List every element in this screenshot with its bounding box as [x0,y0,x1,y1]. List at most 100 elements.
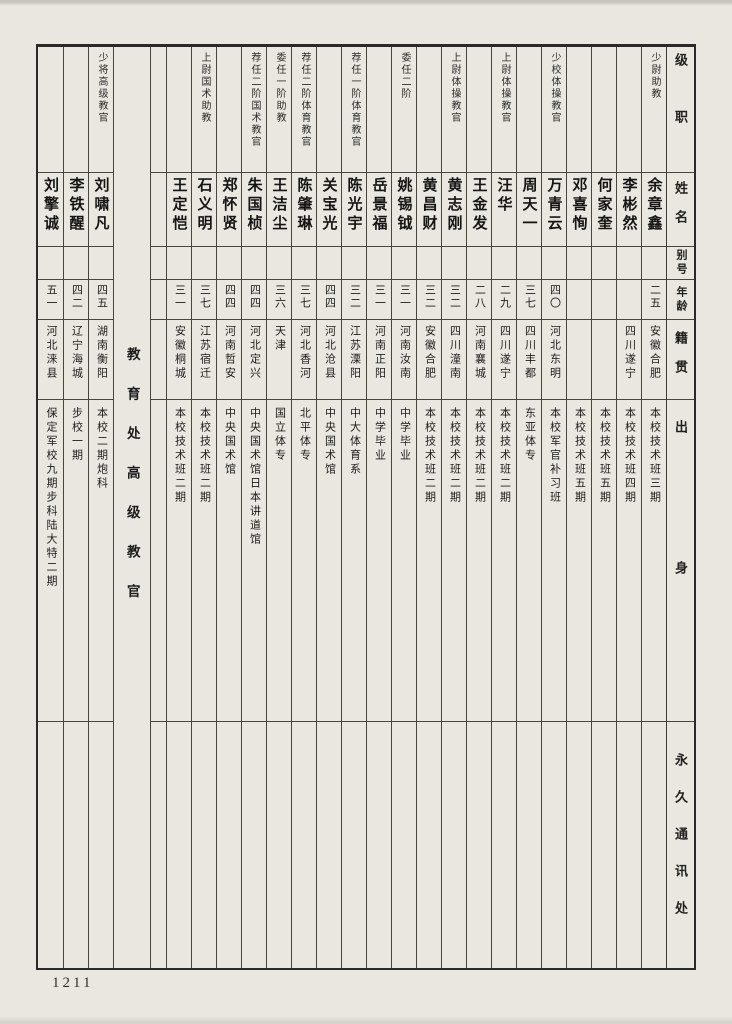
name-cell: 何家奎 [592,173,616,247]
name-text: 关宝光 [320,177,338,234]
rank-cell [617,47,641,173]
name-text: 黄志刚 [445,177,463,234]
age-cell: 四四 [217,280,241,320]
alias-cell [392,247,416,280]
native-text: 河北沧县 [323,325,336,381]
person-column: 荐任一阶体育教官 陈光宇 三二 江苏溧阳 中大体育系 [341,47,366,968]
native-cell: 河北东明 [542,320,566,400]
alias-cell [317,247,341,280]
age-text: 二五 [648,284,661,310]
address-cell [192,722,216,968]
origin-text: 东亚体专 [523,407,536,463]
name-text: 王洁尘 [270,177,288,234]
age-cell: 三七 [192,280,216,320]
name-cell: 岳景福 [367,173,391,247]
age-text: 四〇 [548,284,561,310]
name-cell: 姚锡钺 [392,173,416,247]
alias-cell [292,247,316,280]
name-cell: 汪华 [492,173,516,247]
age-text: 三一 [173,284,186,310]
name-cell: 黄志刚 [442,173,466,247]
name-text: 石义明 [195,177,213,234]
native-cell: 河南襄城 [467,320,491,400]
name-cell: 刘啸凡 [89,173,113,247]
alias-cell [64,247,88,280]
rank-cell [567,47,591,173]
address-cell [542,722,566,968]
native-text: 四川遂宁 [623,325,636,381]
origin-text: 本校军官补习班 [548,407,561,505]
native-cell: 河南汝南 [392,320,416,400]
name-cell: 黄昌财 [417,173,441,247]
person-column: 上尉国术助教 石义明 三七 江苏宿迁 本校技术班二期 [191,47,216,968]
name-cell: 刘擎诚 [38,173,63,247]
rank-cell [592,47,616,173]
name-text: 黄昌财 [420,177,438,234]
alias-cell [642,247,666,280]
native-text: 河南正阳 [373,325,386,381]
alias-cell [192,247,216,280]
name-text: 郑怀贤 [220,177,238,234]
address-cell [292,722,316,968]
native-cell [567,320,591,400]
origin-cell: 本校技术班二期 [417,400,441,722]
origin-text: 保定军校九期步科陆大特二期 [45,407,57,589]
rank-cell [417,47,441,173]
name-text: 王金发 [470,177,488,234]
origin-cell: 本校技术班五期 [567,400,591,722]
rank-cell: 荐任二阶国术教官 [242,47,266,173]
age-text: 二八 [473,284,486,310]
native-cell: 河南正阳 [367,320,391,400]
person-column: 关宝光 四四 河北沧县 中央国术馆 [316,47,341,968]
name-cell: 陈光宇 [342,173,366,247]
person-column: 上尉体操教官 汪华 二九 四川遂宁 本校技术班二期 [491,47,516,968]
rank-cell: 委任一阶助教 [267,47,291,173]
age-text: 四四 [223,284,236,310]
rank-cell [64,47,88,173]
header-native-label: 籍贯 [673,330,688,389]
section-label: 教育处高级教官 [124,347,140,624]
native-text: 河南襄城 [473,325,486,381]
age-cell: 二八 [467,280,491,320]
age-cell: 三一 [367,280,391,320]
spacer-cell [151,722,166,968]
rank-cell [517,47,541,173]
person-column: 委任一阶助教 王洁尘 三六 天津 国立体专 [266,47,291,968]
person-column: 少将高级教官 刘啸凡 四五 湖南衡阳 本校二期炮科 [88,47,113,968]
origin-cell: 中学毕业 [392,400,416,722]
origin-cell: 北平体专 [292,400,316,722]
origin-text: 中大体育系 [348,407,361,477]
name-cell: 朱国桢 [242,173,266,247]
address-cell [89,722,113,968]
native-cell: 天津 [267,320,291,400]
native-text: 河北东明 [548,325,561,381]
native-text: 江苏溧阳 [348,325,361,381]
address-cell [342,722,366,968]
address-cell [367,722,391,968]
header-native-cell: 籍贯 [667,320,694,400]
person-column: 荐任二阶体育教官 陈肇琳 三七 河北香河 北平体专 [291,47,316,968]
alias-cell [542,247,566,280]
origin-cell: 步校一期 [64,400,88,722]
address-cell [167,722,191,968]
header-column: 级职 姓名 别号 年龄 籍贯 出身 永久通讯处 [666,47,694,968]
origin-cell: 本校技术班二期 [467,400,491,722]
spacer-column [150,47,166,968]
origin-text: 本校二期炮科 [95,407,108,491]
rank-cell: 荐任二阶体育教官 [292,47,316,173]
name-cell: 陈肇琳 [292,173,316,247]
native-cell: 河北沧县 [317,320,341,400]
name-cell: 余章鑫 [642,173,666,247]
alias-cell [367,247,391,280]
native-text: 河北香河 [298,325,311,381]
rank-cell [317,47,341,173]
native-cell [592,320,616,400]
address-cell [517,722,541,968]
origin-cell: 本校技术班二期 [192,400,216,722]
name-text: 周天一 [520,177,538,234]
address-cell [642,722,666,968]
rank-text: 上尉体操教官 [499,52,510,124]
alias-cell [89,247,113,280]
rank-cell [367,47,391,173]
age-cell: 三一 [167,280,191,320]
